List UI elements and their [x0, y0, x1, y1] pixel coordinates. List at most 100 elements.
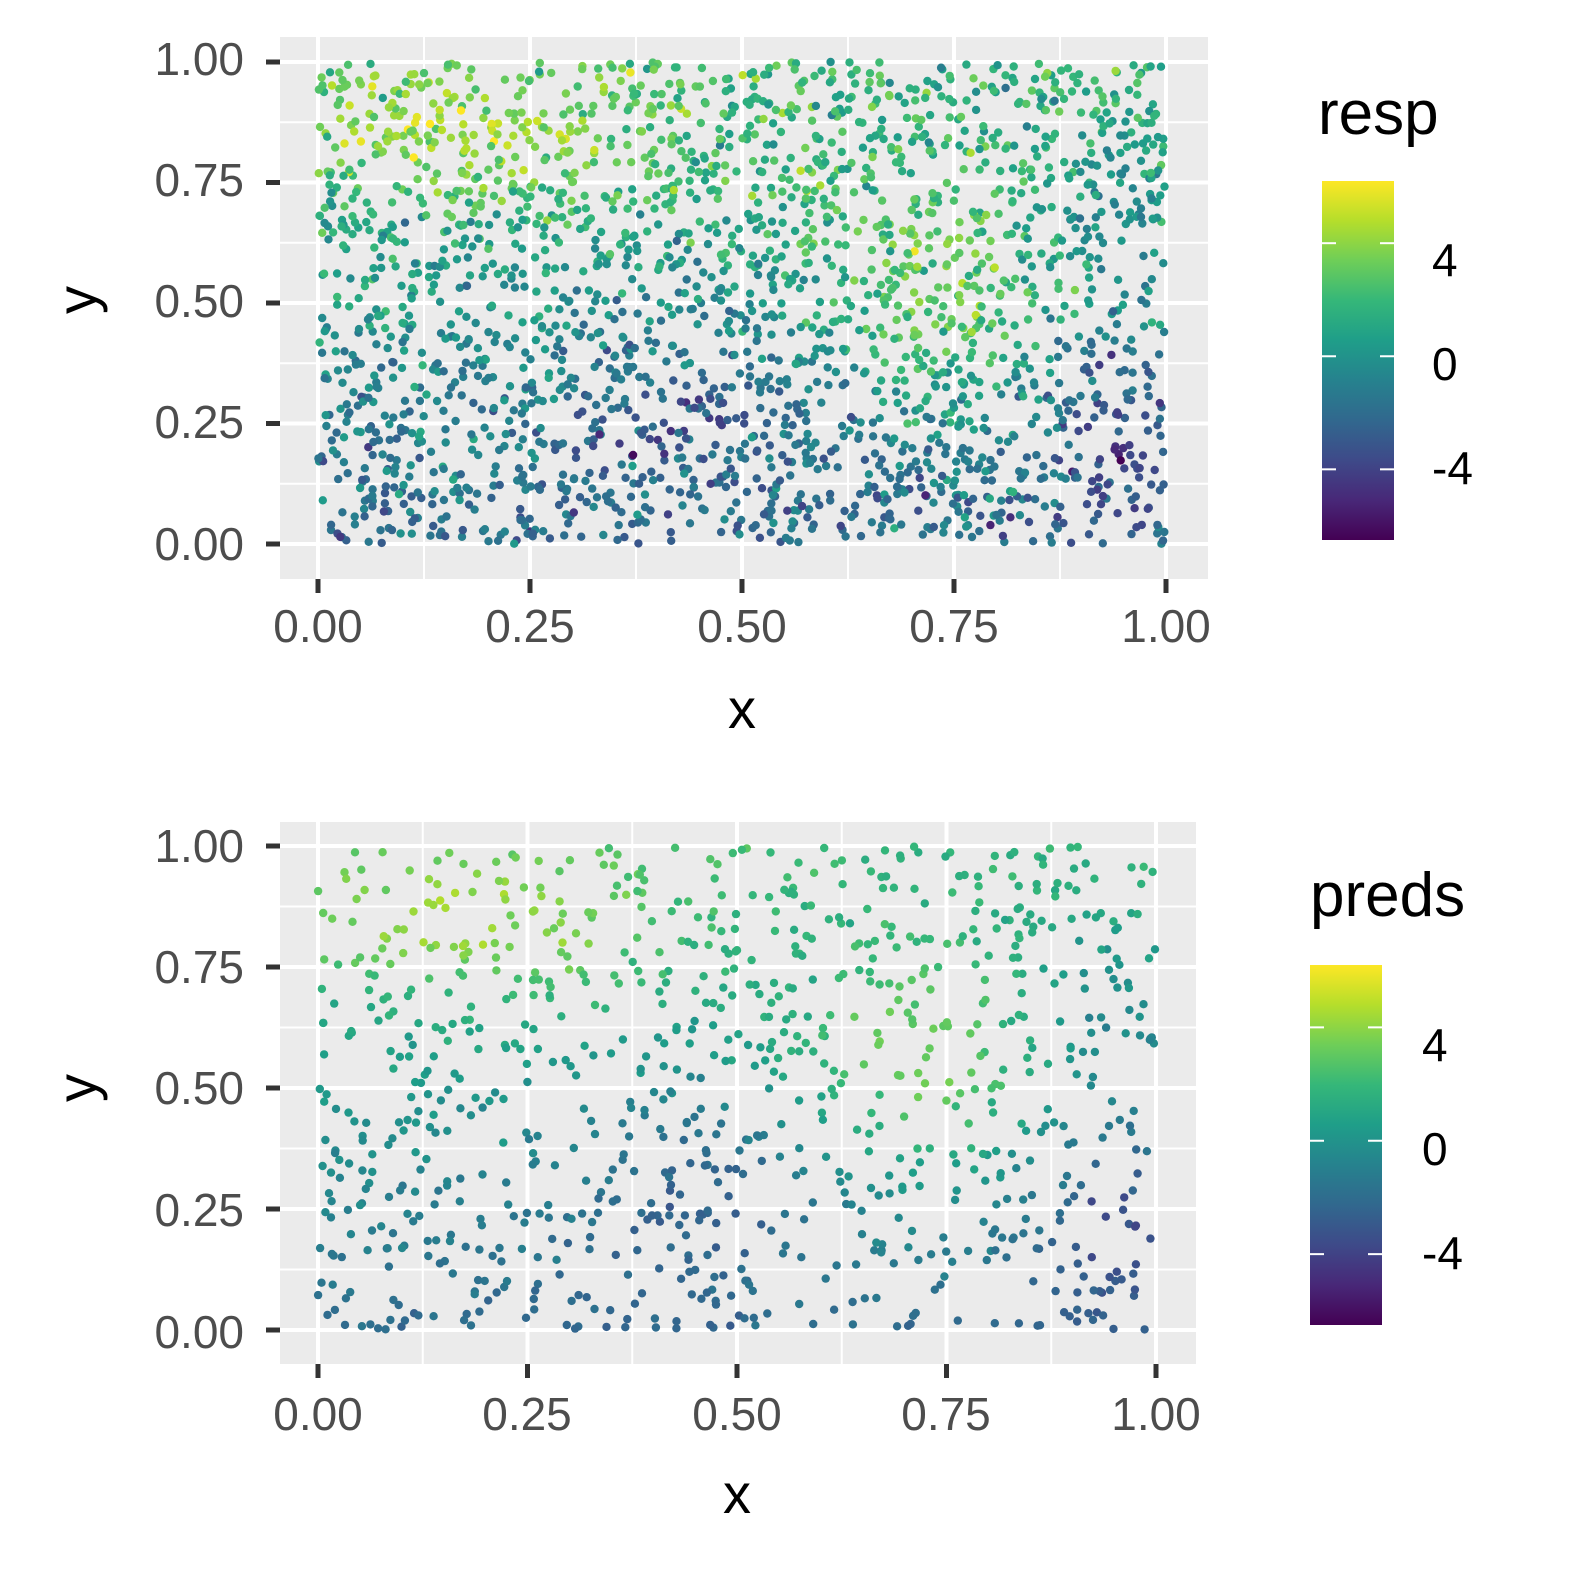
scatter-point — [876, 528, 885, 537]
scatter-point — [957, 322, 967, 331]
scatter-point — [650, 89, 659, 99]
scatter-point — [1120, 290, 1129, 299]
scatter-point — [666, 1180, 676, 1190]
scatter-point — [865, 1129, 874, 1138]
scatter-point — [787, 193, 796, 202]
scatter-point — [720, 515, 729, 524]
scatter-point — [878, 883, 888, 893]
scatter-point — [795, 1144, 804, 1153]
scatter-point — [1143, 426, 1153, 435]
scatter-point — [355, 1200, 365, 1210]
scatter-point — [759, 1130, 768, 1140]
scatter-point — [808, 975, 817, 984]
scatter-point — [911, 418, 920, 427]
scatter-point — [510, 539, 519, 548]
scatter-point — [446, 320, 455, 329]
scatter-point — [1130, 140, 1140, 149]
scatter-point — [1091, 213, 1101, 222]
bottom-tick-marks — [266, 843, 1159, 1378]
scatter-point — [738, 71, 747, 80]
scatter-point — [915, 1158, 925, 1167]
scatter-point — [504, 108, 513, 118]
scatter-point — [898, 1182, 907, 1191]
scatter-point — [706, 186, 715, 195]
scatter-point — [1017, 167, 1027, 176]
scatter-point — [500, 527, 509, 536]
scatter-point — [825, 489, 835, 499]
scatter-point — [735, 369, 745, 378]
scatter-point — [827, 201, 836, 210]
scatter-point — [1084, 1309, 1093, 1318]
scatter-point — [445, 1236, 455, 1246]
scatter-point — [582, 1293, 591, 1302]
scatter-point — [973, 1020, 982, 1029]
scatter-point — [716, 527, 726, 537]
bottom-x-tick-label: 0.75 — [901, 1388, 991, 1440]
scatter-point — [616, 375, 626, 384]
scatter-point — [835, 1167, 844, 1177]
scatter-point — [883, 495, 892, 504]
scatter-point — [1030, 74, 1040, 84]
scatter-point — [468, 887, 477, 897]
scatter-point — [963, 281, 972, 291]
scatter-point — [855, 326, 864, 335]
scatter-point — [691, 158, 700, 167]
scatter-point — [914, 465, 923, 475]
scatter-point — [945, 94, 954, 104]
scatter-point — [687, 1290, 696, 1299]
scatter-point — [495, 445, 504, 455]
scatter-point — [955, 291, 964, 300]
scatter-point — [343, 365, 352, 374]
scatter-point — [329, 1251, 338, 1260]
scatter-point — [1025, 1036, 1035, 1045]
scatter-point — [1147, 480, 1156, 489]
scatter-point — [345, 165, 354, 174]
scatter-point — [931, 320, 940, 329]
bottom-x-axis-title: x — [723, 1462, 751, 1525]
top-legend-title: resp — [1318, 79, 1439, 148]
scatter-point — [954, 507, 963, 516]
scatter-point — [681, 1231, 691, 1240]
scatter-point — [438, 256, 447, 265]
scatter-point — [868, 418, 878, 427]
scatter-point — [867, 265, 876, 274]
scatter-point — [320, 218, 329, 228]
scatter-point — [373, 1324, 383, 1333]
scatter-point — [412, 112, 422, 122]
scatter-point — [550, 264, 560, 273]
scatter-point — [1023, 493, 1032, 502]
scatter-point — [667, 310, 677, 319]
scatter-point — [442, 1181, 452, 1190]
scatter-point — [674, 101, 683, 111]
scatter-point — [875, 71, 884, 80]
scatter-point — [460, 234, 470, 243]
scatter-point — [431, 1022, 440, 1032]
scatter-point — [837, 421, 847, 431]
scatter-point — [492, 330, 501, 340]
scatter-point — [544, 1213, 553, 1222]
scatter-point — [823, 363, 832, 372]
scatter-point — [913, 343, 923, 353]
scatter-point — [505, 942, 514, 952]
scatter-point — [399, 925, 408, 934]
scatter-point — [1121, 117, 1130, 126]
scatter-point — [1007, 1016, 1016, 1026]
scatter-point — [634, 263, 643, 272]
scatter-point — [747, 433, 757, 442]
scatter-point — [1012, 359, 1021, 369]
scatter-point — [867, 518, 876, 527]
scatter-point — [966, 1029, 975, 1038]
scatter-point — [423, 1066, 432, 1076]
scatter-point — [790, 65, 799, 74]
scatter-point — [439, 406, 448, 415]
scatter-point — [1150, 465, 1159, 475]
top-colorbar — [1322, 181, 1394, 540]
scatter-point — [930, 296, 939, 305]
scatter-point — [328, 1280, 337, 1289]
scatter-point — [719, 983, 728, 992]
top-y-tick-label: 1.00 — [154, 33, 244, 85]
scatter-point — [640, 153, 649, 162]
scatter-point — [731, 1164, 741, 1174]
scatter-point — [907, 137, 917, 146]
scatter-point — [999, 1065, 1008, 1074]
